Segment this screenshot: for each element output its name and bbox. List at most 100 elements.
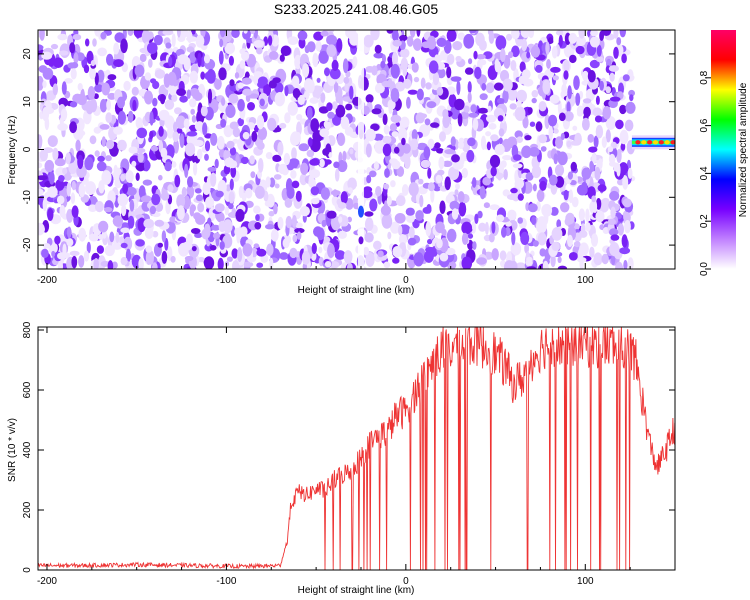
spectrogram-speckle [191,30,196,35]
spectrogram-speckle [145,251,152,265]
snr-line [38,327,675,570]
spectrogram-speckle [54,158,66,167]
spectrogram-speckle [209,245,217,251]
spectrogram-speckle [311,242,317,255]
spectrogram-speckle [38,175,48,181]
spectrogram-speckle [558,112,566,122]
spectrogram-speckle [230,165,237,178]
spectrogram-speckle [268,50,279,60]
spectrogram-speckle [486,141,491,151]
spectrogram-speckle [324,121,332,130]
spectrogram-speckle [256,115,265,130]
spectrogram-speckle [556,219,562,229]
spectrogram-speckle [609,242,620,257]
spectrogram-speckle [76,165,87,178]
spectrogram-speckle [622,198,632,208]
spectrogram-speckle [581,167,592,180]
spectrogram-speckle [136,127,148,139]
spectrogram-speckle [120,256,128,266]
spectrogram-speckle [387,231,392,240]
spectrogram-speckle [242,243,253,257]
spectrogram-speckle [361,189,373,199]
spectrogram-speckle [308,137,313,147]
spectrogram-speckle [402,143,411,154]
spectrogram-speckle [86,241,91,254]
spectrogram-speckle [330,190,341,196]
spectrogram-speckle [231,30,240,39]
spectrogram-speckle [66,182,72,197]
spectrogram-speckle [494,144,505,156]
spectrogram-speckle [548,125,554,141]
spectrogram-speckle [254,185,265,199]
spectrogram-speckle [176,30,181,38]
spectrogram-speckle [85,181,96,196]
spectrogram-speckle [113,59,124,68]
spectrogram-speckle [152,230,159,238]
spectrogram-speckle [257,76,268,86]
spectrogram-speckle [257,141,265,150]
spectrogram-x-ticks: -200 -100 0 100 [37,30,676,286]
spectrogram-speckle [38,188,44,196]
spectrogram-speckle [77,83,83,91]
spectrogram-speckle [439,131,446,142]
spectrogram-speckle [204,153,209,161]
spectrogram-speckle [568,32,578,44]
spectrogram-speckle [531,165,542,179]
spectrogram-speckle [365,128,376,142]
spectrogram-speckle [70,192,76,204]
spectrogram-speckle [374,142,381,152]
spectrogram-speckle [561,83,567,95]
spectrogram-speckle [150,78,157,84]
spectrogram-speckle [490,166,497,177]
spectrogram-speckle [392,30,399,42]
spectrogram-speckle [256,262,264,268]
spectrogram-speckle [369,170,377,178]
spectrogram-speckle [107,74,117,81]
spectrogram-speckle [624,220,631,234]
spectrogram-speckle [149,205,156,215]
spectrogram-speckle [117,139,127,151]
spectrogram-speckle [185,142,196,157]
spectrogram-speckle [318,246,323,254]
spectrogram-speckle [158,174,163,181]
spectrogram-speckle [391,51,399,67]
spectrogram-speckle [283,152,291,166]
spectrogram-speckle [164,99,175,110]
spectrogram-speckle [171,94,178,102]
colorbar-ticks: 0.0 0.2 0.4 0.6 0.8 [699,70,711,276]
spectrogram-speckle [284,85,289,97]
spectrogram-y-tick-label: -10 [22,190,33,205]
spectrogram-speckle [575,92,581,106]
spectrogram-speckle [476,257,487,265]
spectrogram-speckle [502,78,513,92]
spectrogram-speckle [51,250,56,258]
spectrogram-speckle [120,227,130,234]
spectrogram-speckle [170,255,176,263]
spectrogram-speckle [266,243,274,256]
spectrogram-speckle [585,208,590,223]
spectrogram-speckle [622,74,630,82]
spectrogram-speckle [333,161,340,169]
spectrogram-x-tick-label: -100 [216,275,236,286]
spectrogram-speckle [171,161,177,168]
spectrogram-speckle [344,126,354,136]
spectrogram-speckle [173,121,178,133]
spectrogram-speckle [487,30,494,36]
spectrogram-speckle [517,217,523,224]
spectrogram-speckle [66,208,74,223]
spectrogram-speckle [44,159,55,173]
spectrogram-speckle [573,75,580,90]
spectrogram-speckle [481,83,487,91]
spectrogram-speckle [507,88,518,101]
spectrogram-speckle [463,33,475,49]
spectrogram-speckle [550,253,556,268]
signal-peak [664,140,670,145]
spectrogram-speckle [149,130,154,140]
spectrogram-speckle [296,231,302,240]
spectrogram-speckle [207,166,217,172]
spectrogram-speckle [160,94,166,105]
spectrogram-speckle [479,93,488,101]
spectrogram-speckle [101,170,112,185]
spectrogram-speckle [106,99,111,111]
spectrogram-speckle [219,30,226,38]
